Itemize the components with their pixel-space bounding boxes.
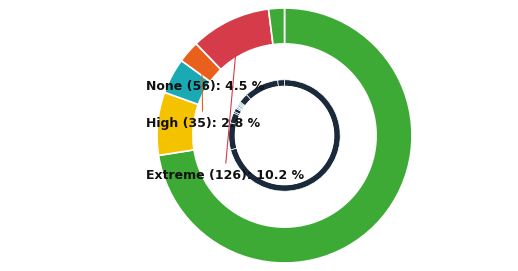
Text: High (35): 2.8 %: High (35): 2.8 % (146, 66, 260, 130)
Wedge shape (278, 80, 284, 87)
Wedge shape (231, 113, 240, 124)
Circle shape (235, 86, 334, 185)
Wedge shape (231, 80, 340, 191)
Text: None (56): 4.5 %: None (56): 4.5 % (146, 80, 264, 93)
Wedge shape (247, 80, 279, 99)
Wedge shape (234, 111, 240, 116)
Text: Extreme (126): 10.2 %: Extreme (126): 10.2 % (146, 40, 304, 182)
Wedge shape (238, 104, 244, 108)
Wedge shape (159, 8, 412, 263)
Wedge shape (237, 105, 243, 109)
Wedge shape (239, 102, 246, 107)
Wedge shape (268, 8, 284, 45)
Wedge shape (237, 106, 243, 110)
Wedge shape (229, 123, 237, 150)
Circle shape (228, 79, 341, 192)
Wedge shape (165, 60, 210, 104)
Wedge shape (236, 107, 242, 112)
Wedge shape (157, 92, 198, 156)
Wedge shape (240, 95, 251, 106)
Wedge shape (181, 44, 221, 82)
Wedge shape (234, 108, 241, 114)
Wedge shape (196, 9, 273, 70)
Wedge shape (239, 103, 245, 107)
